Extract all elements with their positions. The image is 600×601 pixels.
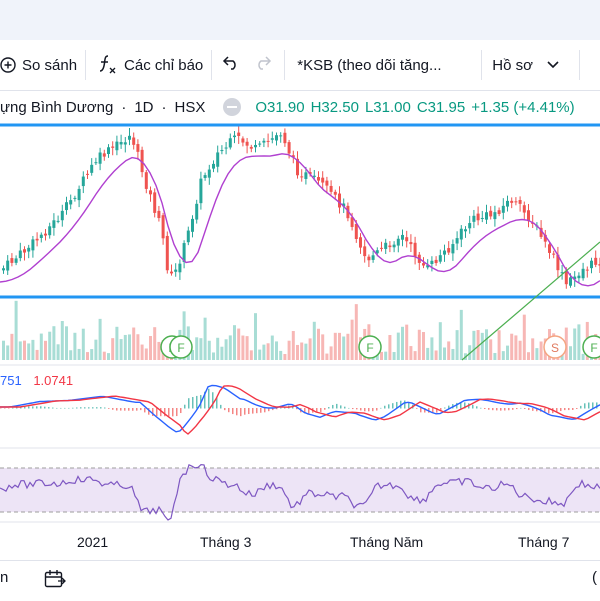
divider xyxy=(85,50,87,80)
x-tick-2021: 2021 xyxy=(77,534,109,550)
divider xyxy=(211,50,213,80)
high-value: H32.50 xyxy=(310,98,359,116)
event-marker-s[interactable]: S xyxy=(543,335,567,359)
redo-icon xyxy=(254,56,272,74)
divider xyxy=(284,50,286,80)
watchlist-button[interactable]: *KSB (theo dõi tăng... xyxy=(285,40,481,90)
profile-dropdown[interactable]: Hồ sơ xyxy=(482,40,567,90)
symbol-name[interactable]: ựng Bình Dương xyxy=(0,98,114,116)
change-value: +1.35 (+4.41%) xyxy=(471,98,575,116)
macd-signal-line xyxy=(0,385,600,435)
bottom-toolbar: n ( xyxy=(0,560,600,601)
svg-text:F: F xyxy=(590,341,597,355)
bottom-left-text[interactable]: n xyxy=(0,569,9,586)
event-marker-f[interactable]: F xyxy=(358,335,382,359)
symbol-legend: ựng Bình Dương · 1D · HSX O31.90 H32.50 … xyxy=(0,96,575,118)
macd-legend: 751 1.0741 xyxy=(0,373,73,388)
compare-button[interactable]: So sánh xyxy=(0,40,85,90)
svg-text:S: S xyxy=(551,341,559,355)
divider xyxy=(481,50,483,80)
eye-icon[interactable] xyxy=(223,98,242,116)
x-tick-thangnam: Tháng Năm xyxy=(350,534,424,550)
indicators-label: Các chỉ báo xyxy=(124,56,204,74)
macd-signal-value: 1.0741 xyxy=(33,373,74,388)
profile-label: Hồ sơ xyxy=(492,56,533,74)
macd-line xyxy=(0,384,600,433)
chevron-down-icon xyxy=(547,61,559,69)
separator-dot: · xyxy=(161,98,167,116)
bottom-right-text: ( xyxy=(592,569,597,586)
price-chart[interactable]: F F F S F xyxy=(0,120,600,560)
macd-value: 751 xyxy=(0,373,22,388)
date-range-icon[interactable] xyxy=(44,569,66,593)
volume-bars xyxy=(2,300,600,360)
redo-button[interactable] xyxy=(250,40,284,90)
watchlist-label: *KSB (theo dõi tăng... xyxy=(297,56,442,74)
top-toolbar: So sánh Các chỉ báo *KSB (theo dõi tăng.… xyxy=(0,40,600,91)
svg-text:F: F xyxy=(366,341,373,355)
x-tick-thang7: Tháng 7 xyxy=(518,534,570,550)
compare-label: So sánh xyxy=(22,56,78,74)
fx-icon xyxy=(98,54,118,76)
interval[interactable]: 1D xyxy=(134,98,154,116)
rsi-line xyxy=(0,463,600,521)
close-value: C31.95 xyxy=(416,98,466,116)
x-tick-thang3: Tháng 3 xyxy=(200,534,252,550)
candlesticks xyxy=(2,125,600,289)
event-marker-f[interactable]: F xyxy=(582,335,600,359)
open-value: O31.90 xyxy=(255,98,305,116)
undo-icon xyxy=(222,56,240,74)
indicators-button[interactable]: Các chỉ báo xyxy=(86,40,211,90)
svg-text:F: F xyxy=(177,341,184,355)
trend-line[interactable] xyxy=(461,241,600,361)
moving-average-line xyxy=(0,153,600,287)
exchange: HSX xyxy=(174,98,206,116)
separator-dot: · xyxy=(121,98,127,116)
plus-circle-icon xyxy=(0,57,16,73)
divider xyxy=(578,50,580,80)
low-value: L31.00 xyxy=(364,98,411,116)
undo-button[interactable] xyxy=(212,40,250,90)
top-strip xyxy=(0,0,600,41)
event-marker-f[interactable]: F xyxy=(169,335,193,359)
rsi-band xyxy=(0,468,600,512)
